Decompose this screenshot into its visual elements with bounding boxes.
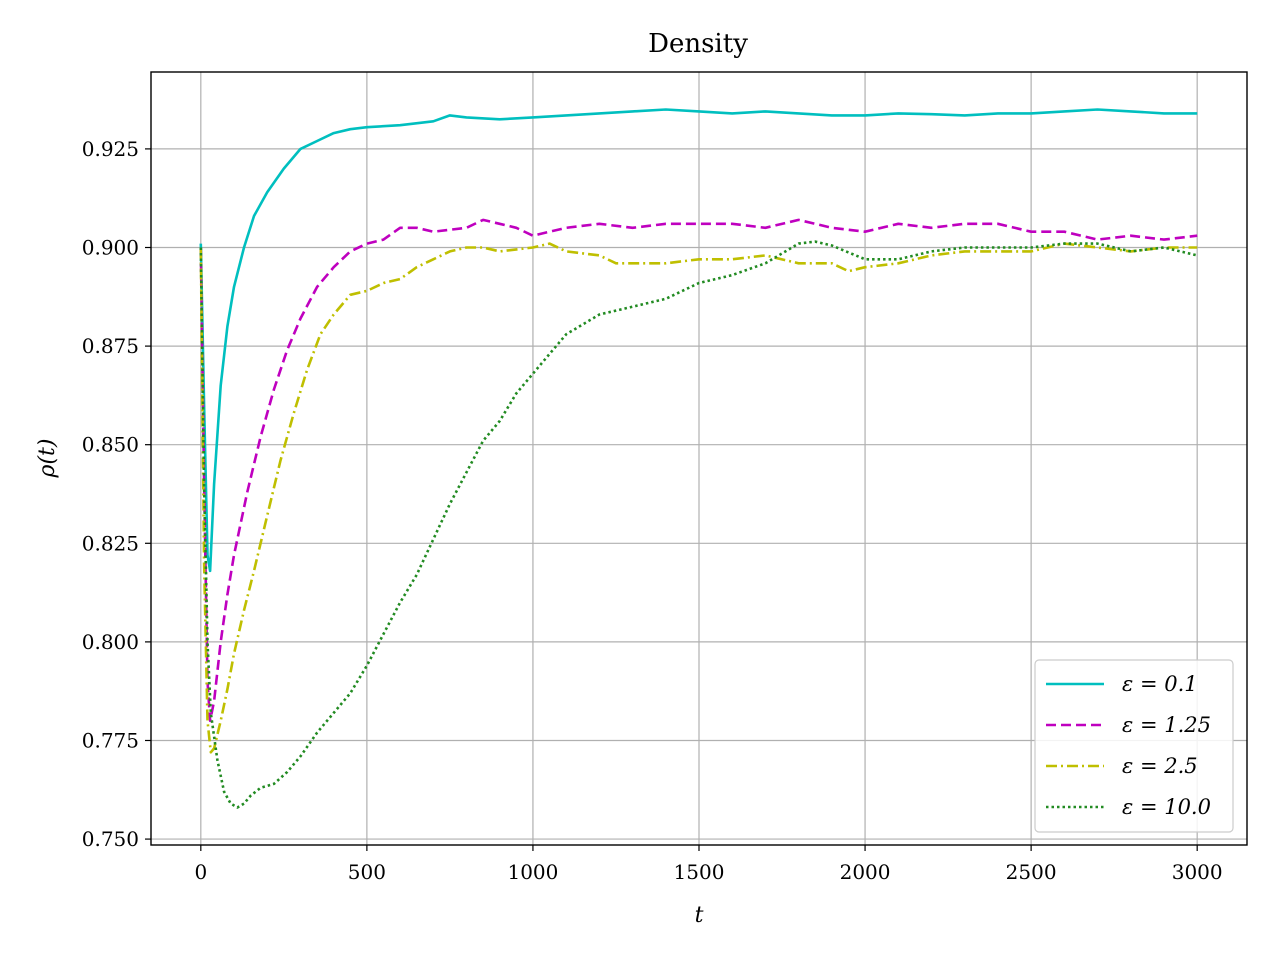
y-tick-label: 0.750 bbox=[82, 827, 139, 851]
y-axis-label: ρ(t) bbox=[35, 439, 60, 479]
legend-label: ε = 0.1 bbox=[1122, 672, 1198, 696]
y-tick-label: 0.900 bbox=[82, 236, 139, 260]
chart-title: Density bbox=[648, 29, 748, 59]
grid bbox=[151, 72, 1247, 845]
y-tick-label: 0.825 bbox=[82, 531, 139, 555]
legend-box bbox=[1034, 659, 1234, 833]
y-tick-label: 0.925 bbox=[82, 137, 139, 161]
x-tick-label: 3000 bbox=[1172, 860, 1223, 884]
series-line-3 bbox=[199, 242, 1198, 754]
series-line-1 bbox=[199, 108, 1198, 573]
legend-label: ε = 10.0 bbox=[1122, 795, 1211, 819]
x-tick-label: 1500 bbox=[674, 860, 725, 884]
y-tick-label: 0.775 bbox=[82, 728, 139, 752]
series-lines bbox=[199, 108, 1198, 809]
legend: ε = 0.1 ε = 1.25 ε = 2.5 ε = 10.0 bbox=[1034, 659, 1234, 833]
y-tick-label: 0.850 bbox=[82, 433, 139, 457]
axis-ticks: 0 500 1000 1500 2000 2500 3000 0.750 0.775 0.800 0… bbox=[82, 137, 1223, 884]
x-tick-label: 0 bbox=[194, 860, 207, 884]
x-tick-label: 2500 bbox=[1006, 860, 1057, 884]
x-tick-label: 2000 bbox=[840, 860, 891, 884]
legend-label: ε = 2.5 bbox=[1122, 754, 1198, 778]
x-tick-label: 500 bbox=[348, 860, 386, 884]
series-line-2 bbox=[199, 218, 1198, 723]
legend-label: ε = 1.25 bbox=[1122, 713, 1211, 737]
y-tick-label: 0.875 bbox=[82, 334, 139, 358]
x-axis-label: t bbox=[695, 903, 704, 928]
x-tick-label: 1000 bbox=[507, 860, 558, 884]
series-line-4 bbox=[199, 240, 1198, 809]
y-tick-label: 0.800 bbox=[82, 630, 139, 654]
